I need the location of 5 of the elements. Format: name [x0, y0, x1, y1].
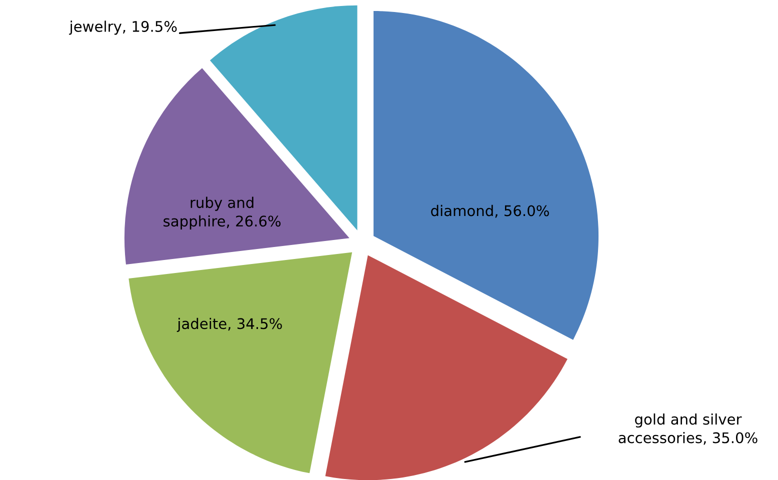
slice-label: jewelry, 19.5% — [69, 20, 177, 35]
slice-label: diamond, 56.0% — [431, 204, 549, 218]
slice-label: jadeite, 34.5% — [176, 318, 282, 332]
slice-label: ruby and sapphire, 26.6% — [164, 196, 281, 230]
slice-label: gold and silver accessories, 35.0% — [618, 413, 758, 445]
